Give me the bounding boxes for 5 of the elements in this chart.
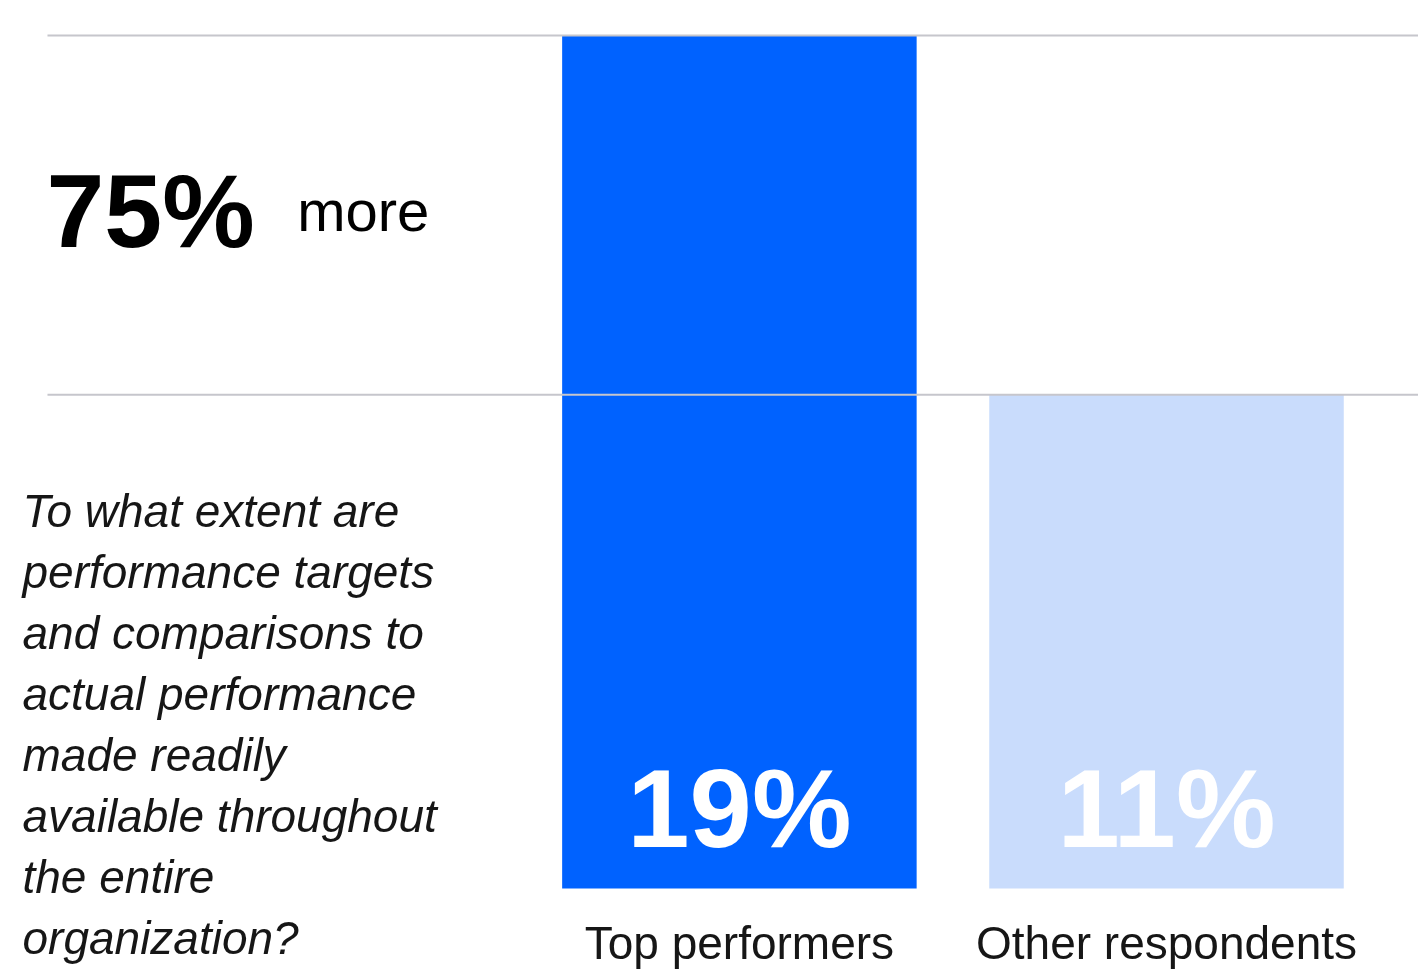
- text: 75% more: [46, 152, 430, 269]
- x-tick-label: Top performers: [584, 916, 895, 969]
- text: To what extent are performance targets and comparisons to actual performance made readily available throughout the entire organization?: [20, 484, 440, 964]
- data-label: 19%: [627, 746, 852, 872]
- x-tick-label: Other respondents: [976, 916, 1358, 969]
